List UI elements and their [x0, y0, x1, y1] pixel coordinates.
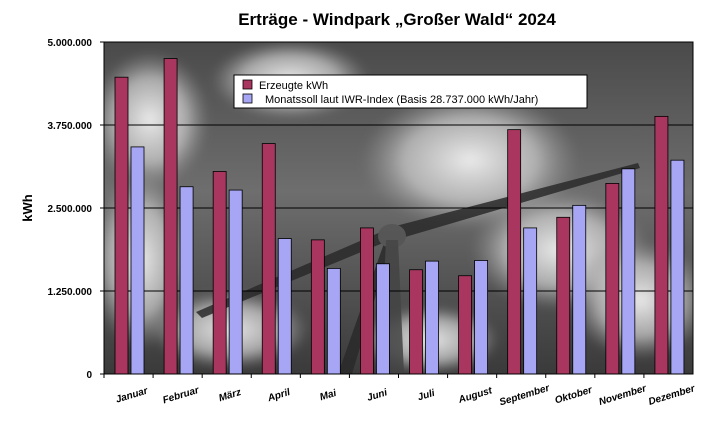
- x-tick-label: Mai: [319, 388, 338, 403]
- x-tick-label: Dezember: [647, 383, 697, 408]
- bar-monatssoll: [179, 186, 194, 375]
- x-tick-label: April: [266, 387, 292, 405]
- bar-monatssoll: [621, 168, 636, 375]
- bar-erzeugte-kwh: [261, 143, 276, 375]
- x-axis-ticks: Januar Februar März April Mai Juni Juli August S…: [103, 374, 697, 408]
- bar-monatssoll: [228, 189, 243, 375]
- legend-label-series-1: Erzeugte kWh: [259, 80, 328, 92]
- bar-erzeugte-kwh: [507, 129, 522, 375]
- y-axis-ticks: 0 1.250.000 2.500.000 3.750.000 5.000.000: [48, 38, 104, 381]
- y-axis-label: kWh: [20, 194, 35, 222]
- bar-erzeugte-kwh: [212, 171, 227, 375]
- x-tick-label: Juni: [366, 387, 389, 404]
- gridlines: [104, 124, 693, 292]
- bar-erzeugte-kwh: [654, 115, 669, 375]
- x-tick-label: Januar: [115, 385, 151, 405]
- bar-erzeugte-kwh: [360, 227, 374, 375]
- legend-swatch-series-1: [242, 79, 253, 90]
- bar-erzeugte-kwh: [458, 275, 472, 375]
- y-tick-label: 0: [86, 370, 92, 381]
- bar-erzeugte-kwh: [114, 76, 129, 375]
- bar-erzeugte-kwh: [605, 183, 620, 375]
- bar-erzeugte-kwh: [310, 239, 325, 375]
- bar-monatssoll: [425, 260, 439, 375]
- bar-monatssoll: [376, 263, 390, 375]
- x-tick-label: März: [217, 387, 242, 404]
- bar-erzeugte-kwh: [163, 58, 178, 375]
- x-tick-label: Februar: [161, 385, 201, 407]
- y-tick-label: 1.250.000: [48, 287, 93, 298]
- x-tick-label: September: [498, 382, 552, 408]
- bar-monatssoll: [572, 204, 587, 375]
- bar-monatssoll: [523, 227, 538, 375]
- x-tick-label: Juli: [416, 388, 436, 404]
- y-tick-label: 3.750.000: [48, 121, 93, 132]
- bars-group: [114, 58, 685, 375]
- y-tick-label: 5.000.000: [48, 38, 93, 49]
- legend-swatch-series-2: [242, 93, 253, 104]
- bar-erzeugte-kwh: [409, 269, 423, 375]
- legend-label-series-2: Monatssoll laut IWR-Index (Basis 28.737.…: [265, 94, 538, 106]
- bar-monatssoll: [474, 260, 488, 375]
- bar-monatssoll: [277, 238, 292, 375]
- bar-erzeugte-kwh: [556, 216, 571, 375]
- x-tick-label: Oktober: [554, 384, 595, 406]
- bar-monatssoll: [130, 146, 145, 375]
- bar-monatssoll: [670, 159, 685, 375]
- y-tick-label: 2.500.000: [48, 204, 93, 215]
- x-tick-label: August: [456, 385, 494, 406]
- x-tick-label: November: [598, 383, 649, 408]
- bar-monatssoll: [326, 268, 341, 375]
- chart-title: Erträge - Windpark „Großer Wald“ 2024: [238, 10, 556, 29]
- legend: Erzeugte kWh Monatssoll laut IWR-Index (…: [233, 74, 588, 109]
